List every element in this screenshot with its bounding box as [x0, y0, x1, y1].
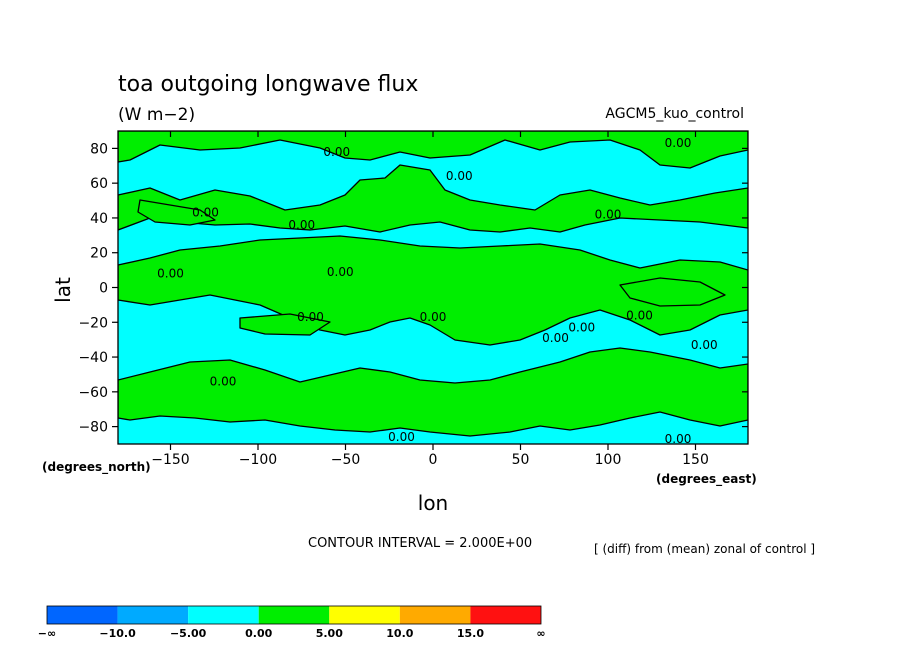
x-tick-label: 100	[595, 452, 622, 468]
colorbar-label: 15.0	[457, 627, 484, 640]
x-tick-label: 50	[512, 452, 530, 468]
y-tick-label: 80	[90, 141, 108, 157]
colorbar-swatch	[47, 606, 118, 624]
y-tick-label: −80	[78, 420, 108, 436]
x-axis: −150 −100 −50 0 50 100 150	[151, 131, 709, 468]
colorbar-label: −∞	[38, 627, 56, 640]
contour-label: 0.00	[157, 267, 184, 281]
diff-note: [ (diff) from (mean) zonal of control ]	[594, 542, 815, 556]
contour-label: 0.00	[288, 218, 315, 232]
x-axis-unit: (degrees_east)	[656, 472, 757, 487]
contour-label: 0.00	[626, 308, 653, 322]
y-tick-label: 0	[99, 281, 108, 297]
x-tick-label: −150	[151, 452, 189, 468]
colorbar-label: 10.0	[386, 627, 413, 640]
plot-area: 0.000.000.000.000.000.000.00 0.000.00 0.00…	[117, 130, 749, 446]
y-tick-label: 40	[90, 211, 108, 227]
contour-labels: 0.000.000.000.000.000.000.00 0.000.00 0.00…	[157, 136, 717, 446]
x-axis-label: lon	[418, 491, 448, 515]
y-tick-label: −20	[78, 315, 108, 331]
y-tick-label: 60	[90, 176, 108, 192]
y-tick-label: −60	[78, 385, 108, 401]
contour-label: 0.00	[595, 207, 622, 221]
contour-label: 0.00	[420, 310, 447, 324]
units-label: (W m−2)	[118, 105, 195, 125]
colorbar-swatch	[188, 606, 259, 624]
contour-interval-label: CONTOUR INTERVAL = 2.000E+00	[308, 536, 532, 551]
colorbar-label: ∞	[536, 627, 545, 640]
colorbar-swatch	[470, 606, 541, 624]
positive-region	[118, 131, 748, 169]
colorbar-swatch	[329, 606, 400, 624]
colorbar: −∞ −10.0 −5.00 0.00 5.00 10.0 15.0 ∞	[38, 605, 546, 640]
contour-label: 0.00	[210, 374, 237, 388]
x-tick-label: 0	[429, 452, 438, 468]
contour-label: 0.00	[388, 430, 415, 444]
colorbar-swatch	[117, 606, 189, 624]
colorbar-label: 5.00	[316, 627, 343, 640]
positive-region	[137, 199, 216, 226]
contour-label: 0.00	[665, 136, 692, 150]
colorbar-label: −5.00	[170, 627, 207, 640]
y-tick-label: 20	[90, 246, 108, 262]
y-axis-unit: (degrees_north)	[42, 460, 151, 475]
x-tick-label: 150	[682, 452, 709, 468]
contour-label: 0.00	[568, 320, 595, 334]
colorbar-frame	[46, 605, 542, 625]
colorbar-swatch	[258, 606, 330, 624]
colorbar-label: 0.00	[245, 627, 272, 640]
x-tick-label: −100	[239, 452, 277, 468]
contour-label: 0.00	[446, 169, 473, 183]
positive-region	[619, 277, 726, 307]
y-axis: −80 −60 −40 −20 0 20 40 60 80	[78, 141, 748, 436]
positive-region	[118, 164, 748, 233]
contour-label: 0.00	[665, 432, 692, 446]
contour-label: 0.00	[192, 206, 219, 220]
contour-label: 0.00	[691, 338, 718, 352]
x-tick-label: −50	[331, 452, 361, 468]
plot-title: toa outgoing longwave flux	[118, 72, 418, 97]
positive-region	[118, 347, 748, 437]
contour-label: 0.00	[542, 331, 569, 345]
contour-label: 0.00	[323, 145, 350, 159]
y-tick-label: −40	[78, 350, 108, 366]
positive-regions	[118, 131, 748, 437]
contour-label: 0.00	[297, 310, 324, 324]
y-axis-label: lat	[51, 277, 75, 303]
colorbar-swatch	[399, 606, 471, 624]
positive-region	[239, 313, 331, 336]
colorbar-label: −10.0	[99, 627, 136, 640]
model-label: AGCM5_kuo_control	[605, 106, 744, 122]
contour-label: 0.00	[327, 265, 354, 279]
